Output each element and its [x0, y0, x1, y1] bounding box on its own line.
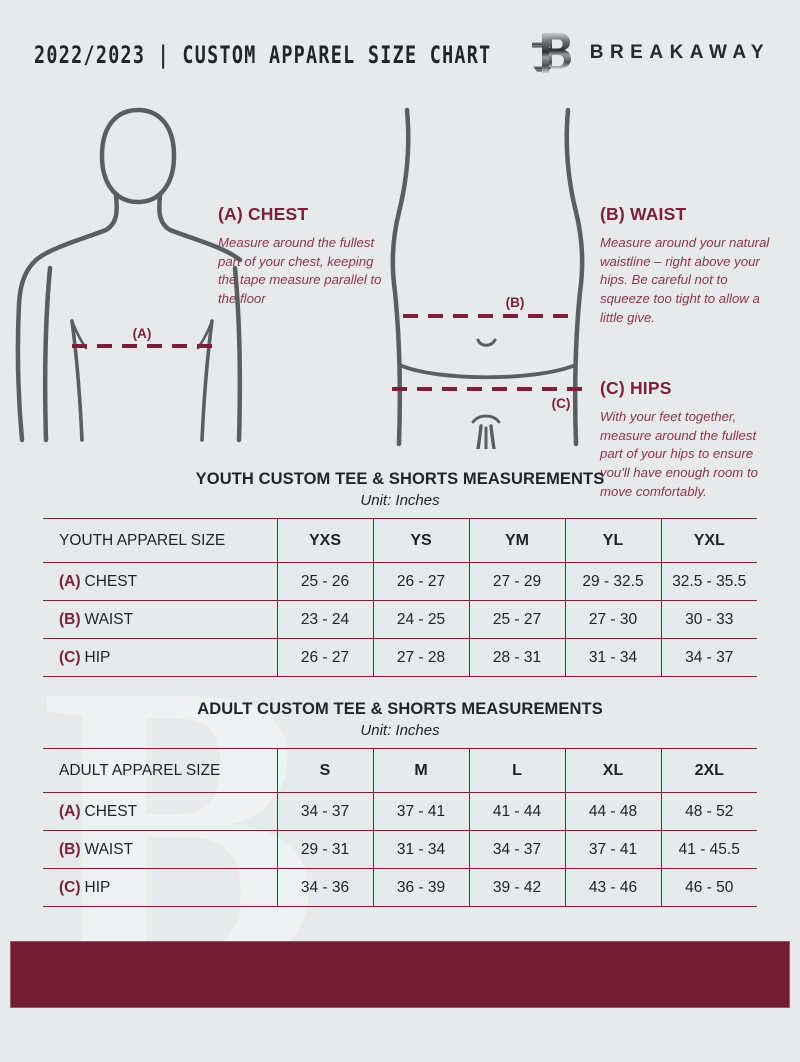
adult-hip-l: 39 - 42 — [468, 868, 565, 907]
adult-table-body: ADULT APPAREL SIZE S M L XL 2XL (A) CHEST… — [43, 748, 757, 907]
callout-hips-body: With your feet together, measure around … — [600, 409, 758, 499]
adult-chest-m: 37 - 41 — [372, 792, 469, 831]
youth-waist-ym: 25 - 27 — [468, 600, 565, 639]
callout-waist-heading: (B) WAIST — [600, 204, 687, 224]
measurement-figures: (A) (B) (C) (A) CHEST Measure around the… — [0, 96, 800, 499]
youth-row-chest-label: (A) CHEST — [43, 562, 277, 601]
youth-hip-yxl: 34 - 37 — [660, 638, 757, 677]
hip-measure-label: (C) — [552, 396, 571, 411]
youth-row-hip-label: (C) HIP — [43, 638, 277, 677]
youth-table-title: YOUTH CUSTOM TEE & SHORTS MEASUREMENTS — [195, 470, 605, 488]
row-label-hip: HIP — [84, 878, 111, 896]
adult-size-col-3: L — [468, 748, 565, 793]
youth-measurements-table: YOUTH APPAREL SIZE YXS YS YM YL YXL (A) C… — [43, 518, 757, 677]
youth-size-col-1: YXS — [276, 518, 373, 563]
brand-name: BREAKAWAY — [589, 42, 770, 63]
adult-row-chest-label: (A) CHEST — [43, 792, 277, 831]
adult-table-unit: Unit: Inches — [360, 722, 440, 739]
callout-hips-heading: (C) HIPS — [600, 378, 672, 398]
table-row: (B) WAIST 23 - 24 24 - 25 25 - 27 27 - 30… — [43, 600, 757, 639]
adult-measurements-table: ADULT APPAREL SIZE S M L XL 2XL (A) CHEST… — [43, 748, 757, 907]
adult-size-col-5: 2XL — [660, 748, 757, 793]
youth-measurements-section: YOUTH CUSTOM TEE & SHORTS MEASUREMENTS U… — [0, 470, 800, 677]
adult-hip-m: 36 - 39 — [372, 868, 469, 907]
adult-waist-l: 34 - 37 — [468, 830, 565, 869]
adult-hip-2xl: 46 - 50 — [660, 868, 757, 907]
youth-table-body: YOUTH APPAREL SIZE YXS YS YM YL YXL (A) C… — [43, 518, 757, 677]
adult-size-col-4: XL — [564, 748, 661, 793]
youth-waist-yxs: 23 - 24 — [276, 600, 373, 639]
youth-table-header-row: YOUTH APPAREL SIZE YXS YS YM YL YXL — [43, 518, 757, 563]
youth-hip-ys: 27 - 28 — [372, 638, 469, 677]
youth-size-col-5: YXL — [660, 518, 757, 563]
adult-chest-xl: 44 - 48 — [564, 792, 661, 831]
adult-chest-l: 41 - 44 — [468, 792, 565, 831]
row-tag-c: (C) — [59, 648, 81, 666]
row-label-chest: CHEST — [84, 802, 138, 820]
adult-header-label: ADULT APPAREL SIZE — [43, 748, 277, 793]
adult-hip-s: 34 - 36 — [276, 868, 373, 907]
adult-measurements-section: ADULT CUSTOM TEE & SHORTS MEASUREMENTS U… — [0, 700, 800, 907]
row-tag-b: (B) — [59, 610, 81, 628]
youth-table-unit: Unit: Inches — [360, 492, 440, 509]
youth-hip-yl: 31 - 34 — [564, 638, 661, 677]
youth-hip-ym: 28 - 31 — [468, 638, 565, 677]
callout-chest-body: Measure around the fullest part of your … — [218, 235, 382, 307]
adult-chest-2xl: 48 - 52 — [660, 792, 757, 831]
youth-chest-yxl: 32.5 - 35.5 — [660, 562, 757, 601]
youth-chest-ym: 27 - 29 — [468, 562, 565, 601]
table-row: (C) HIP 26 - 27 27 - 28 28 - 31 31 - 34 3… — [43, 638, 757, 677]
adult-row-hip-label: (C) HIP — [43, 868, 277, 907]
page-title: 2022/2023 | CUSTOM APPAREL SIZE CHART — [34, 40, 492, 70]
breakaway-b-monogram-icon — [531, 33, 571, 73]
adult-waist-s: 29 - 31 — [276, 830, 373, 869]
adult-chest-s: 34 - 37 — [276, 792, 373, 831]
adult-hip-xl: 43 - 46 — [564, 868, 661, 907]
lower-body-figure: (B) (C) — [390, 107, 585, 449]
youth-chest-ys: 26 - 27 — [372, 562, 469, 601]
adult-size-col-1: S — [276, 748, 373, 793]
youth-chest-yxs: 25 - 26 — [276, 562, 373, 601]
youth-header-label: YOUTH APPAREL SIZE — [43, 518, 277, 563]
row-label-hip: HIP — [84, 648, 111, 666]
youth-hip-yxs: 26 - 27 — [276, 638, 373, 677]
table-row: (C) HIP 34 - 36 36 - 39 39 - 42 43 - 46 4… — [43, 868, 757, 907]
row-label-waist: WAIST — [84, 610, 134, 628]
adult-size-col-2: M — [372, 748, 469, 793]
row-tag-a: (A) — [59, 802, 81, 820]
youth-size-col-4: YL — [564, 518, 661, 563]
youth-waist-yl: 27 - 30 — [564, 600, 661, 639]
adult-table-header-row: ADULT APPAREL SIZE S M L XL 2XL — [43, 748, 757, 793]
row-label-waist: WAIST — [84, 840, 134, 858]
footer-bar — [10, 941, 790, 1008]
row-tag-c: (C) — [59, 878, 81, 896]
row-tag-a: (A) — [59, 572, 81, 590]
youth-row-waist-label: (B) WAIST — [43, 600, 277, 639]
youth-waist-ys: 24 - 25 — [372, 600, 469, 639]
adult-waist-2xl: 41 - 45.5 — [660, 830, 757, 869]
youth-chest-yl: 29 - 32.5 — [564, 562, 661, 601]
callout-chest-heading: (A) CHEST — [218, 204, 309, 224]
torso-figure: (A) — [15, 107, 243, 443]
callout-hips: (C) HIPS With your feet together, measur… — [600, 378, 772, 502]
adult-row-waist-label: (B) WAIST — [43, 830, 277, 869]
table-row: (A) CHEST 25 - 26 26 - 27 27 - 29 29 - 32… — [43, 562, 757, 601]
callout-waist: (B) WAIST Measure around your natural wa… — [600, 204, 772, 328]
adult-waist-xl: 37 - 41 — [564, 830, 661, 869]
page-header: 2022/2023 | CUSTOM APPAREL SIZE CHART BR… — [0, 0, 800, 96]
row-tag-b: (B) — [59, 840, 81, 858]
chest-measure-label: (A) — [133, 326, 152, 341]
table-row: (B) WAIST 29 - 31 31 - 34 34 - 37 37 - 41… — [43, 830, 757, 869]
callout-chest: (A) CHEST Measure around the fullest par… — [218, 204, 393, 309]
row-label-chest: CHEST — [84, 572, 138, 590]
brand-logo: BREAKAWAY — [530, 30, 770, 76]
youth-size-col-2: YS — [372, 518, 469, 563]
callout-waist-body: Measure around your natural waistline – … — [600, 235, 770, 325]
adult-table-title: ADULT CUSTOM TEE & SHORTS MEASUREMENTS — [197, 700, 603, 718]
youth-size-col-3: YM — [468, 518, 565, 563]
youth-waist-yxl: 30 - 33 — [660, 600, 757, 639]
table-row: (A) CHEST 34 - 37 37 - 41 41 - 44 44 - 48… — [43, 792, 757, 831]
adult-waist-m: 31 - 34 — [372, 830, 469, 869]
waist-measure-label: (B) — [506, 295, 525, 310]
